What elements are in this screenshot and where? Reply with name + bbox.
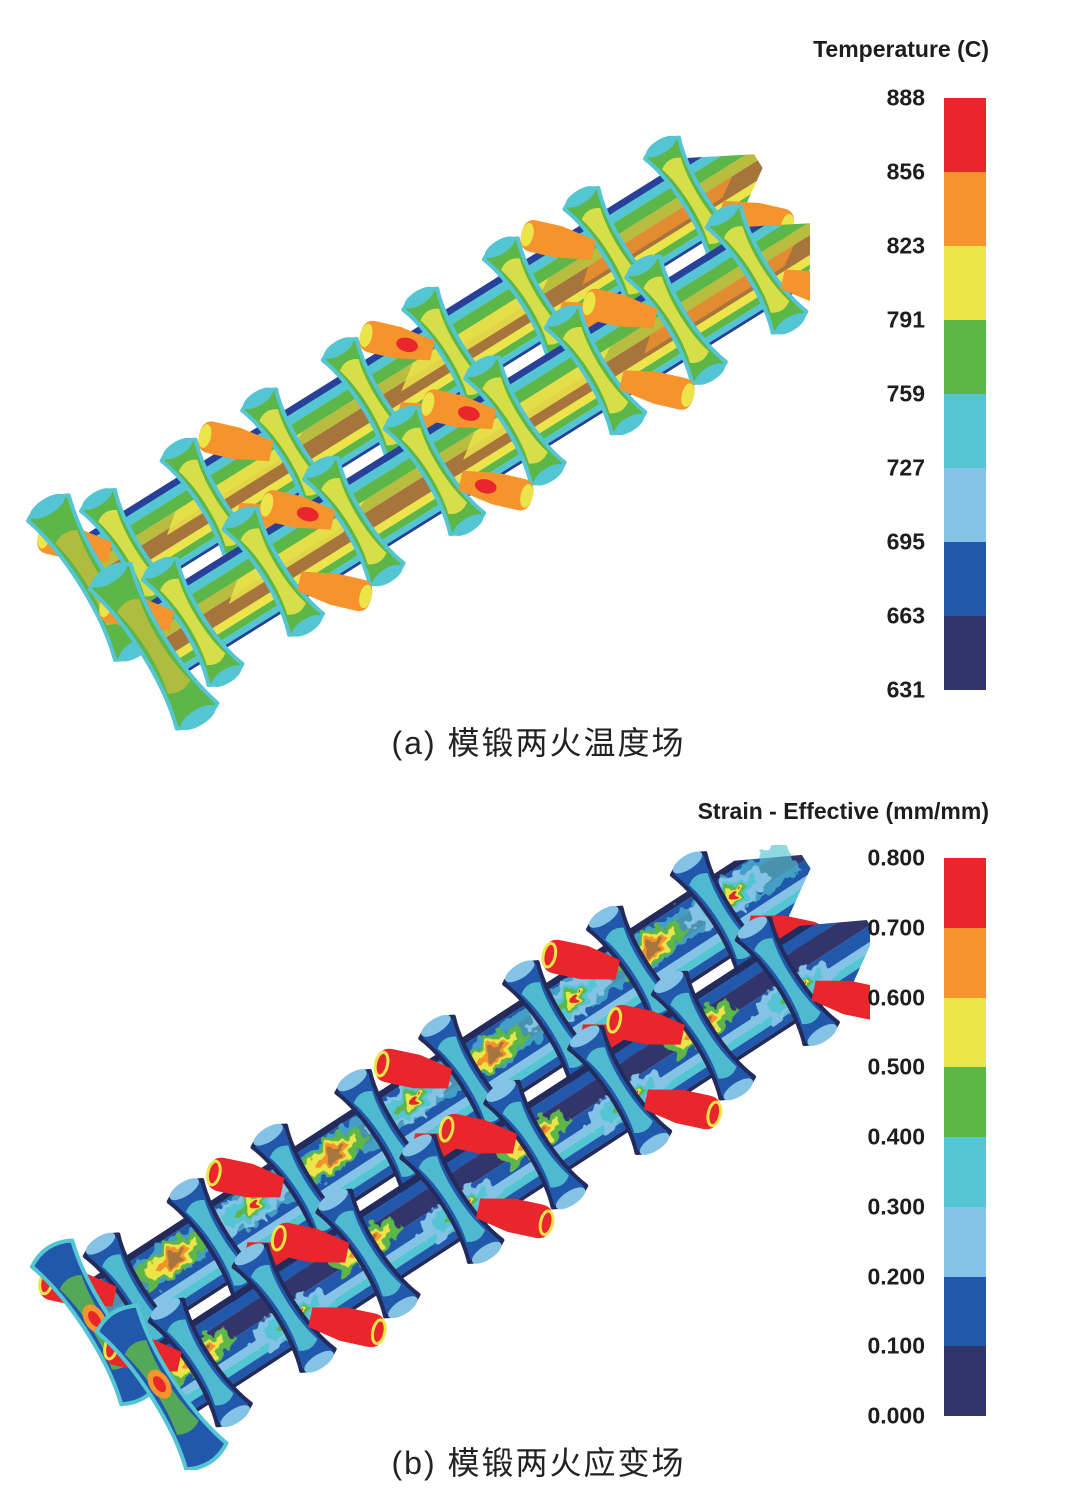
color-band [944, 997, 986, 1068]
legend-a-title: Temperature (C) [813, 36, 989, 62]
legend-a-colorbar [944, 98, 986, 690]
tick-label: 856 [886, 158, 925, 185]
tick-label: 759 [886, 380, 925, 407]
forging-rail-far [26, 845, 854, 1413]
tick-label: 727 [886, 454, 925, 481]
legend-a-ticks: 888 856 823 791 759 727 695 663 631 [760, 85, 925, 703]
tick-label: 823 [886, 232, 925, 259]
color-band [944, 172, 986, 246]
color-band [944, 858, 986, 928]
tick-label: 0.800 [867, 844, 925, 871]
tick-label: 791 [886, 306, 925, 333]
forging-rail-near [91, 852, 870, 1470]
tick-label: 695 [886, 528, 925, 555]
tick-label: 663 [886, 602, 925, 629]
color-band [944, 616, 986, 690]
caption-b: (b) 模锻两火应变场 [391, 1445, 686, 1481]
color-band [944, 1067, 986, 1137]
color-band [944, 1346, 986, 1416]
color-band [944, 394, 986, 468]
tick-label: 0.500 [867, 1053, 925, 1080]
color-band [944, 1276, 986, 1347]
tick-label: 0.100 [867, 1332, 925, 1359]
color-band [944, 98, 986, 172]
color-band [944, 542, 986, 616]
tick-label: 888 [886, 84, 925, 111]
color-band [944, 1137, 986, 1207]
legend-b-colorbar [944, 858, 986, 1416]
color-band [944, 927, 986, 998]
color-band [944, 1206, 986, 1277]
color-band [944, 468, 986, 542]
color-band [944, 320, 986, 394]
tick-label: 0.200 [867, 1263, 925, 1289]
tick-label: 0.700 [867, 914, 925, 941]
tick-label: 0.000 [867, 1402, 925, 1429]
tick-label: 631 [886, 676, 925, 703]
color-band [944, 246, 986, 320]
legend-b-ticks: 0.800 0.700 0.600 0.500 0.400 0.300 0.20… [760, 845, 925, 1429]
caption-a: (a) 模锻两火温度场 [391, 725, 686, 761]
strain-field-3d-model [26, 845, 870, 1470]
tick-label: 0.300 [867, 1193, 925, 1220]
tick-label: 0.400 [867, 1123, 925, 1150]
legend-b-title: Strain - Effective (mm/mm) [697, 798, 989, 824]
tick-label: 0.600 [867, 984, 925, 1010]
temperature-field-3d-model [20, 130, 810, 740]
